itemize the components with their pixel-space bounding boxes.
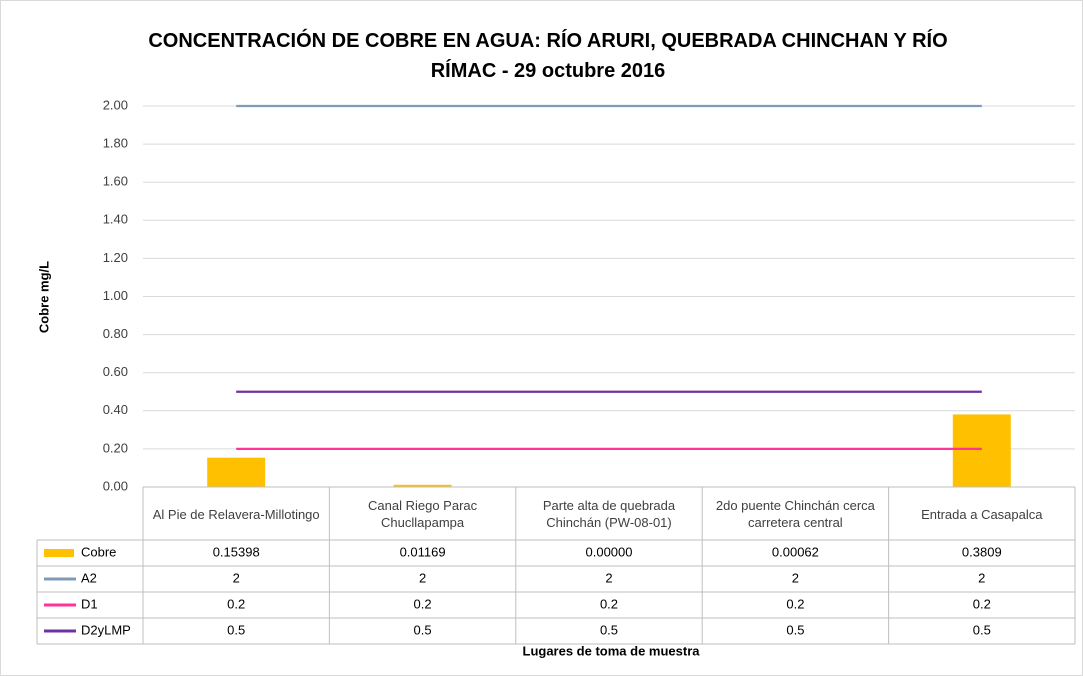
y-axis-title: Cobre mg/L bbox=[36, 261, 51, 333]
table-value: 2 bbox=[419, 570, 426, 585]
table-value: 0.2 bbox=[973, 596, 991, 611]
bar bbox=[393, 484, 452, 487]
legend-label: D2yLMP bbox=[81, 622, 131, 637]
legend-swatch bbox=[44, 549, 74, 557]
legend-label: D1 bbox=[81, 596, 98, 611]
y-tick-label: 0.00 bbox=[103, 478, 128, 493]
x-tick-label: Canal Riego Parac Chucllapampa bbox=[368, 498, 478, 530]
x-tick-label: Al Pie de Relavera-Millotingo bbox=[152, 506, 320, 522]
y-tick-label: 0.60 bbox=[103, 364, 128, 379]
legend-label: A2 bbox=[81, 570, 97, 585]
table-value: 0.3809 bbox=[962, 544, 1002, 559]
table-value: 0.00000 bbox=[586, 544, 633, 559]
table-value: 0.2 bbox=[786, 596, 804, 611]
bar bbox=[952, 414, 1011, 487]
y-tick-label: 1.60 bbox=[103, 174, 128, 189]
table-value: 0.5 bbox=[414, 622, 432, 637]
table-value: 0.2 bbox=[600, 596, 618, 611]
y-tick-label: 2.00 bbox=[103, 97, 128, 112]
x-axis-title: Lugares de toma de muestra bbox=[523, 643, 701, 658]
y-tick-label: 0.20 bbox=[103, 440, 128, 455]
table-value: 0.5 bbox=[786, 622, 804, 637]
table-value: 2 bbox=[792, 570, 799, 585]
table-value: 0.00062 bbox=[772, 544, 819, 559]
table-value: 2 bbox=[605, 570, 612, 585]
y-tick-label: 1.40 bbox=[103, 212, 128, 227]
bar bbox=[207, 457, 266, 487]
table-value: 0.5 bbox=[227, 622, 245, 637]
table-value: 0.5 bbox=[973, 622, 991, 637]
y-tick-label: 0.40 bbox=[103, 402, 128, 417]
y-tick-label: 1.80 bbox=[103, 136, 128, 151]
y-tick-label: 0.80 bbox=[103, 326, 128, 341]
table-value: 0.5 bbox=[600, 622, 618, 637]
table-value: 0.15398 bbox=[213, 544, 260, 559]
table-value: 2 bbox=[978, 570, 985, 585]
x-tick-label: Entrada a Casapalca bbox=[921, 506, 1043, 522]
table-value: 2 bbox=[233, 570, 240, 585]
y-tick-label: 1.20 bbox=[103, 250, 128, 265]
x-tick-label: Parte alta de quebrada Chinchán (PW-08-0… bbox=[542, 498, 676, 530]
chart-title: CONCENTRACIÓN DE COBRE EN AGUA: RÍO ARUR… bbox=[148, 30, 948, 82]
table-value: 0.01169 bbox=[400, 544, 446, 559]
legend-label: Cobre bbox=[81, 544, 116, 559]
table-value: 0.2 bbox=[227, 596, 245, 611]
table-value: 0.2 bbox=[414, 596, 432, 611]
x-tick-label: 2do puente Chinchán cerca carretera cent… bbox=[715, 498, 875, 530]
y-tick-label: 1.00 bbox=[103, 288, 128, 303]
